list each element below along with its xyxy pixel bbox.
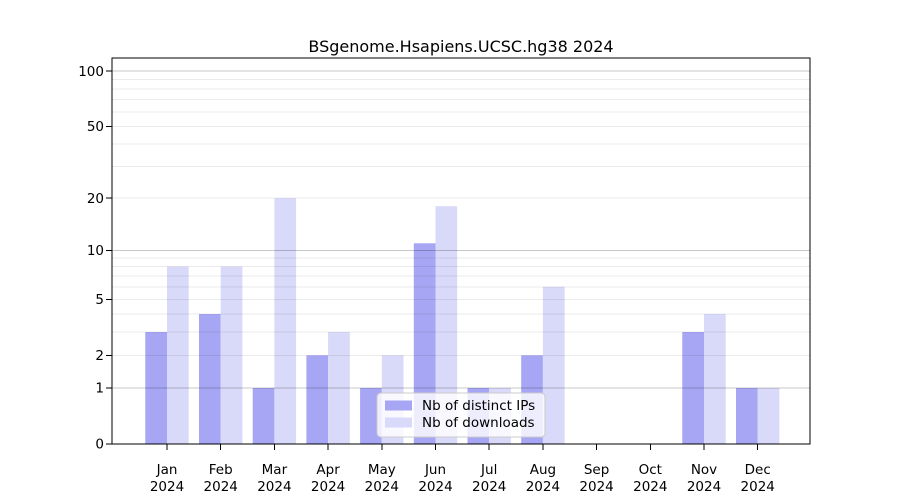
plot-border [111,57,811,445]
bar-nov-downloads [704,314,726,444]
x-tick-label-month: Mar [262,462,288,478]
bar-feb-ips [199,314,221,444]
x-tick-label-month: Apr [316,462,340,478]
x-tick-label-year: 2024 [204,479,238,495]
bar-mar-ips [252,388,275,444]
bar-dec-ips [736,388,758,444]
labels-layer: 0125102050100Jan2024Feb2024Mar2024Apr202… [78,64,775,495]
bar-jan-downloads [167,266,189,444]
x-tick-label-month: Nov [691,462,717,478]
y-tick-label: 10 [87,243,104,259]
x-tick-label-year: 2024 [472,479,506,495]
bar-apr-ips [306,355,329,444]
bar-feb-downloads [220,266,243,444]
x-tick-label-month: Jun [424,462,446,478]
x-tick-label-month: Jul [480,462,497,478]
x-tick-label-month: Oct [639,462,662,478]
x-tick-label-month: Sep [584,462,609,478]
x-tick-label-year: 2024 [526,479,560,495]
legend-swatch-downloads-icon [385,417,412,428]
legend-label-downloads: Nb of downloads [422,415,535,431]
x-tick-label-year: 2024 [418,479,452,495]
chart-title: BSgenome.Hsapiens.UCSC.hg38 2024 [308,37,613,56]
bar-mar-downloads [274,198,297,444]
x-tick-label-month: Feb [209,462,233,478]
x-tick-label-year: 2024 [365,479,399,495]
legend-swatch-distinct-ips-icon [385,400,412,411]
bar-jan-ips [145,332,167,444]
x-tick-label-month: Aug [530,462,556,478]
x-tick-label-year: 2024 [311,479,345,495]
y-tick-label: 50 [87,119,104,135]
y-tick-label: 100 [78,64,104,80]
bar-aug-downloads [542,286,565,444]
axes-layer [106,57,811,450]
x-tick-label-month: May [368,462,396,478]
bar-nov-ips [682,332,704,444]
bar-may-ips [360,388,382,444]
x-tick-label-year: 2024 [687,479,721,495]
legend-box [376,392,546,438]
x-tick-label-year: 2024 [741,479,775,495]
bar-apr-downloads [328,332,350,444]
y-tick-label: 1 [95,381,104,397]
x-tick-label-month: Jan [156,462,178,478]
x-tick-label-month: Dec [745,462,771,478]
y-tick-label: 0 [95,437,104,453]
x-tick-label-year: 2024 [150,479,184,495]
y-tick-label: 20 [87,191,104,207]
y-tick-label: 2 [95,348,104,364]
legend-label-distinct-ips: Nb of distinct IPs [422,398,535,414]
legend: Nb of distinct IPs Nb of downloads [376,392,546,438]
y-tick-label: 5 [95,292,104,308]
bar-jun-downloads [435,206,458,444]
x-tick-label-year: 2024 [257,479,291,495]
bar-dec-downloads [757,388,780,444]
x-tick-label-year: 2024 [579,479,613,495]
grid-layer [112,70,810,389]
x-tick-label-year: 2024 [633,479,667,495]
